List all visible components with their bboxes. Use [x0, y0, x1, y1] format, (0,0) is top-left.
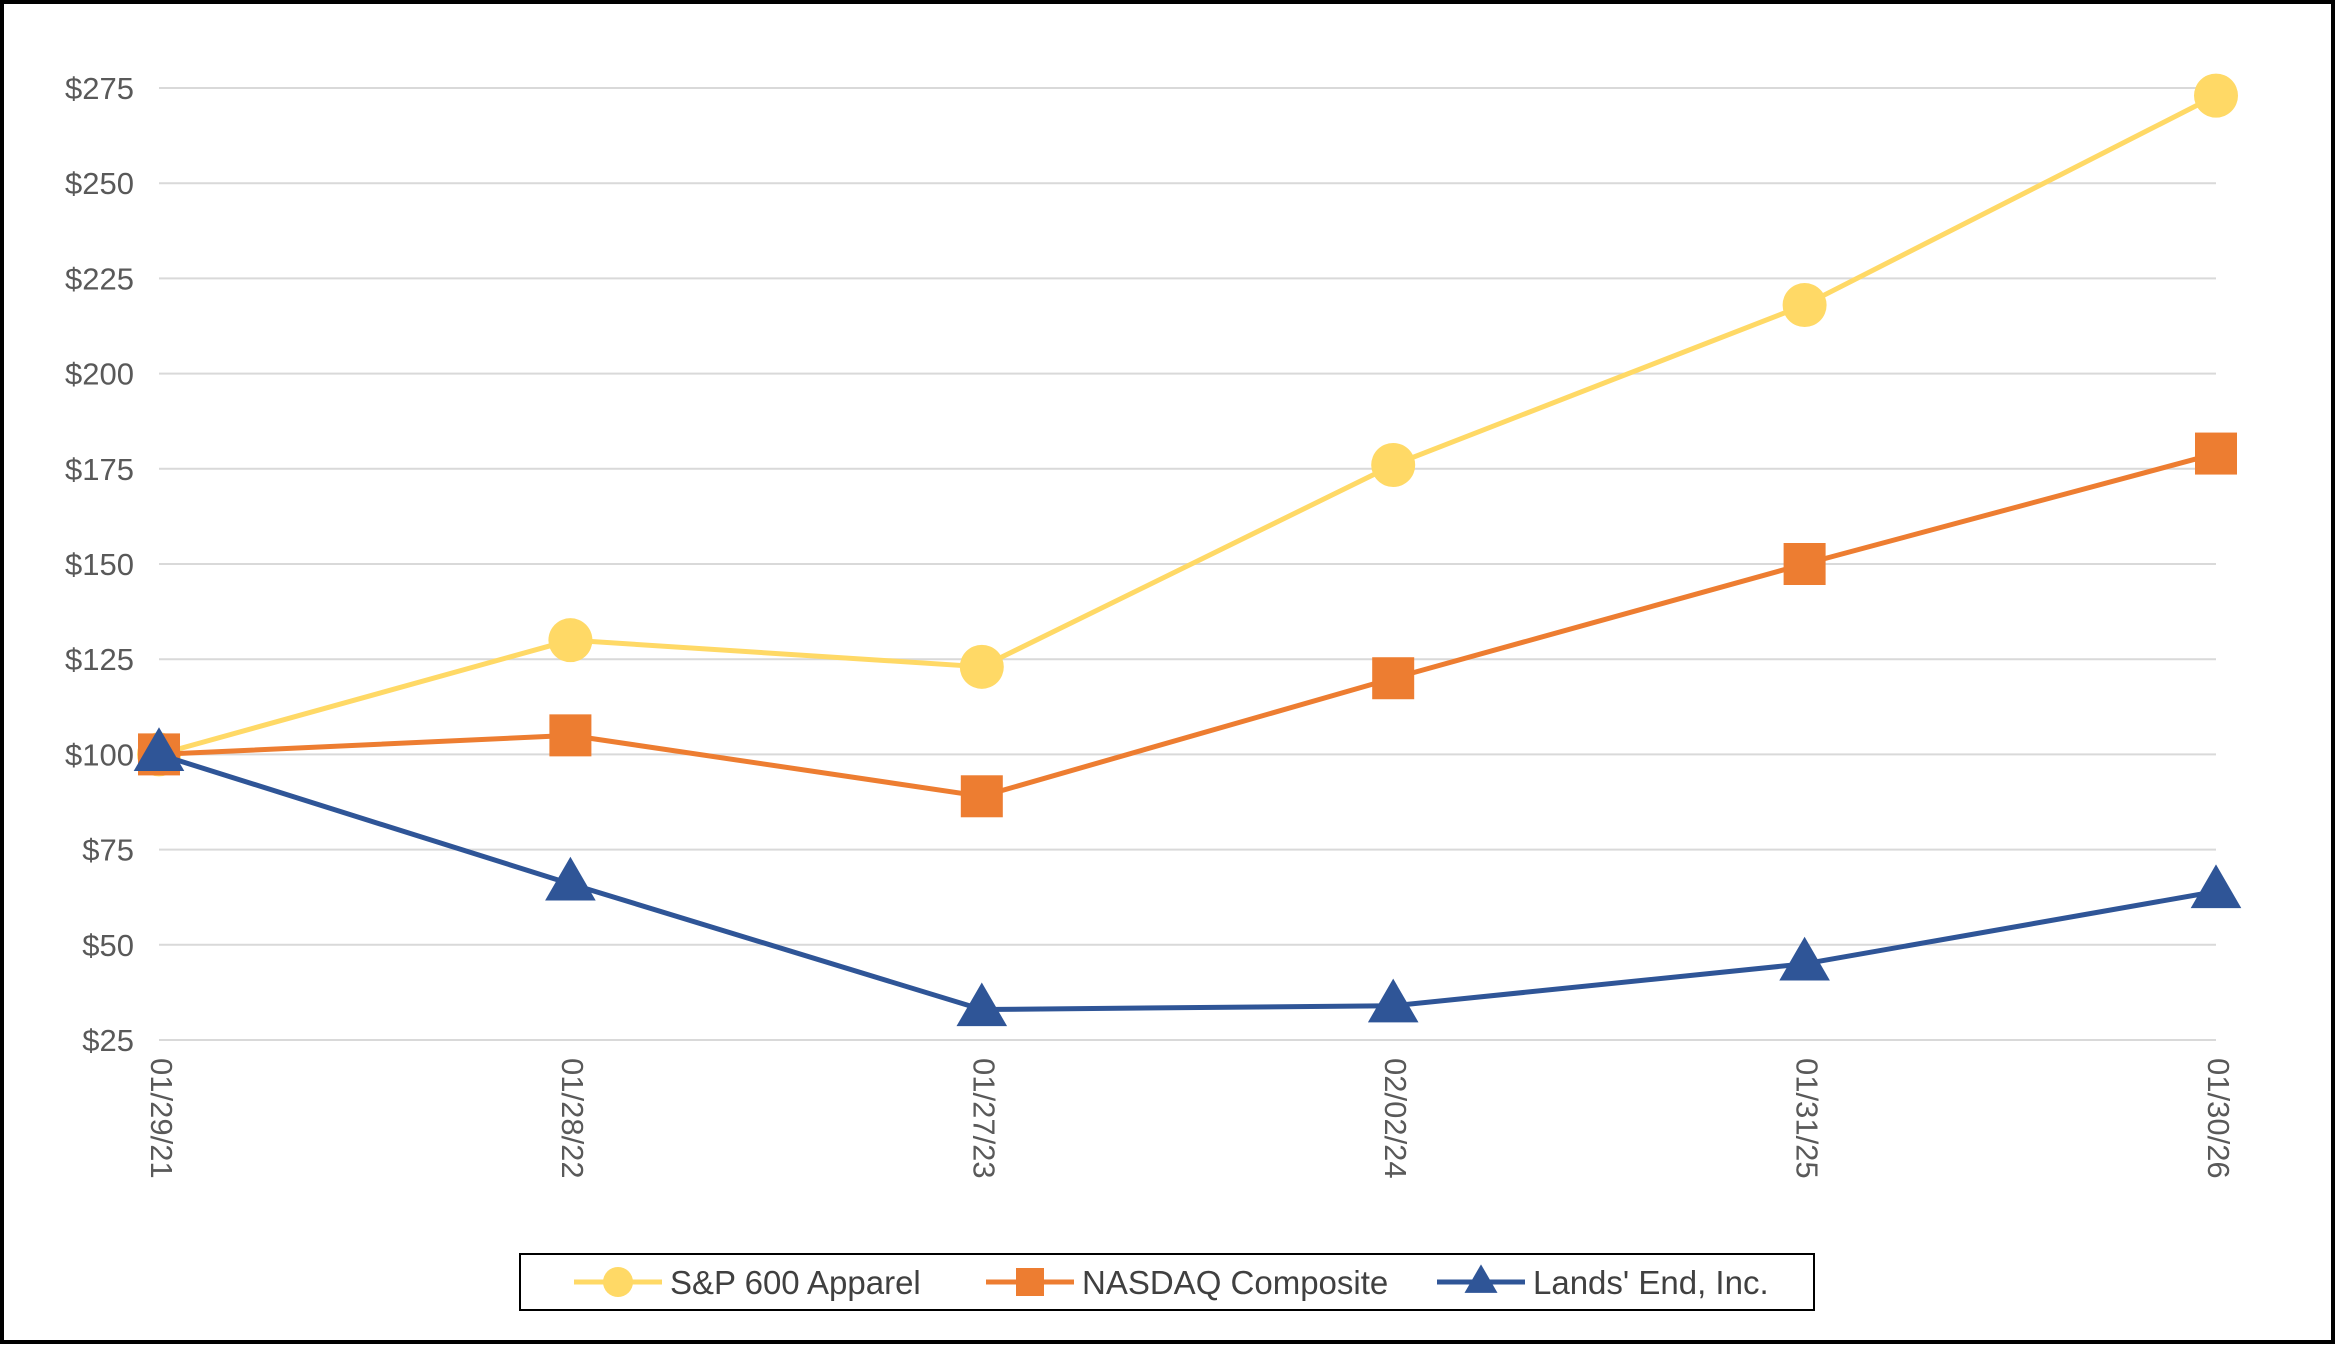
data-point-nasdaq-composite: [960, 775, 1003, 818]
data-point-lands-end-inc: [133, 727, 185, 772]
data-point-s-p-600-apparel: [1782, 283, 1827, 328]
data-point-lands-end-inc: [2190, 864, 2242, 909]
legend-marker-nasdaq-composite: [1016, 1268, 1044, 1296]
legend-box: [519, 1253, 1815, 1311]
y-tick-label: $25: [82, 1023, 134, 1058]
y-tick-label: $250: [65, 166, 134, 201]
data-point-s-p-600-apparel: [959, 644, 1004, 689]
series-lands-end-inc: [133, 727, 2242, 1027]
y-axis-tick-labels: $25 $50 $75 $100 $125 $150 $175 $200 $225 $250 $27…: [65, 71, 134, 1058]
data-point-nasdaq-composite: [1372, 657, 1415, 700]
y-tick-label: $150: [65, 547, 134, 582]
data-point-s-p-600-apparel: [548, 618, 593, 663]
x-tick-label: 01/27/23: [967, 1058, 1002, 1179]
y-tick-label: $125: [65, 642, 134, 677]
data-point-nasdaq-composite: [2195, 432, 2237, 475]
legend-entry-lands-end-inc: Lands' End, Inc.: [1437, 1264, 1769, 1301]
y-tick-label: $175: [65, 452, 134, 487]
data-point-lands-end-inc: [1779, 936, 1830, 981]
data-point-lands-end-inc: [1367, 978, 1419, 1023]
x-tick-label: 01/30/26: [2201, 1058, 2236, 1179]
y-tick-label: $100: [65, 737, 134, 772]
data-point-lands-end-inc: [545, 856, 596, 901]
legend-label: Lands' End, Inc.: [1533, 1264, 1769, 1301]
series-nasdaq-composite: [138, 432, 2237, 818]
legend-entry-nasdaq-composite: NASDAQ Composite: [986, 1264, 1388, 1301]
data-point-s-p-600-apparel: [1371, 442, 1416, 487]
data-point-nasdaq-composite: [1783, 543, 1826, 585]
legend-label: S&P 600 Apparel: [670, 1264, 921, 1301]
y-tick-label: $50: [82, 928, 134, 963]
x-tick-label: 01/28/22: [555, 1058, 590, 1179]
data-point-lands-end-inc: [956, 982, 1008, 1027]
legend-marker-lands-end-inc: [1464, 1264, 1498, 1293]
legend-label: NASDAQ Composite: [1082, 1264, 1388, 1301]
data-point-s-p-600-apparel: [2194, 73, 2238, 118]
legend-entry-s-p-600-apparel: S&P 600 Apparel: [574, 1264, 921, 1301]
line-chart: $25 $50 $75 $100 $125 $150 $175 $200 $225 $250 $27…: [65, 71, 2242, 1311]
y-tick-label: $75: [82, 833, 134, 868]
x-axis-tick-labels: 01/29/21 01/28/22 01/27/23 02/02/24 01/31/25…: [144, 1058, 2236, 1179]
series-s-p-600-apparel: [137, 73, 2238, 777]
x-tick-label: 01/29/21: [144, 1058, 179, 1179]
series-line-s-p-600-apparel: [158, 93, 2218, 757]
series-line-lands-end-inc: [158, 752, 2217, 1013]
y-tick-label: $275: [65, 71, 134, 106]
x-tick-label: 02/02/24: [1378, 1058, 1413, 1179]
legend-marker-s-p-600-apparel: [603, 1267, 633, 1297]
y-tick-label: $200: [65, 357, 134, 392]
series-line-nasdaq-composite: [158, 451, 2217, 799]
legend: S&P 600 Apparel NASDAQ Composite Lands' En…: [519, 1253, 1815, 1311]
series-lines: [133, 73, 2242, 1027]
data-point-nasdaq-composite: [549, 714, 592, 757]
x-tick-label: 01/31/25: [1789, 1058, 1824, 1179]
y-tick-label: $225: [65, 261, 134, 296]
